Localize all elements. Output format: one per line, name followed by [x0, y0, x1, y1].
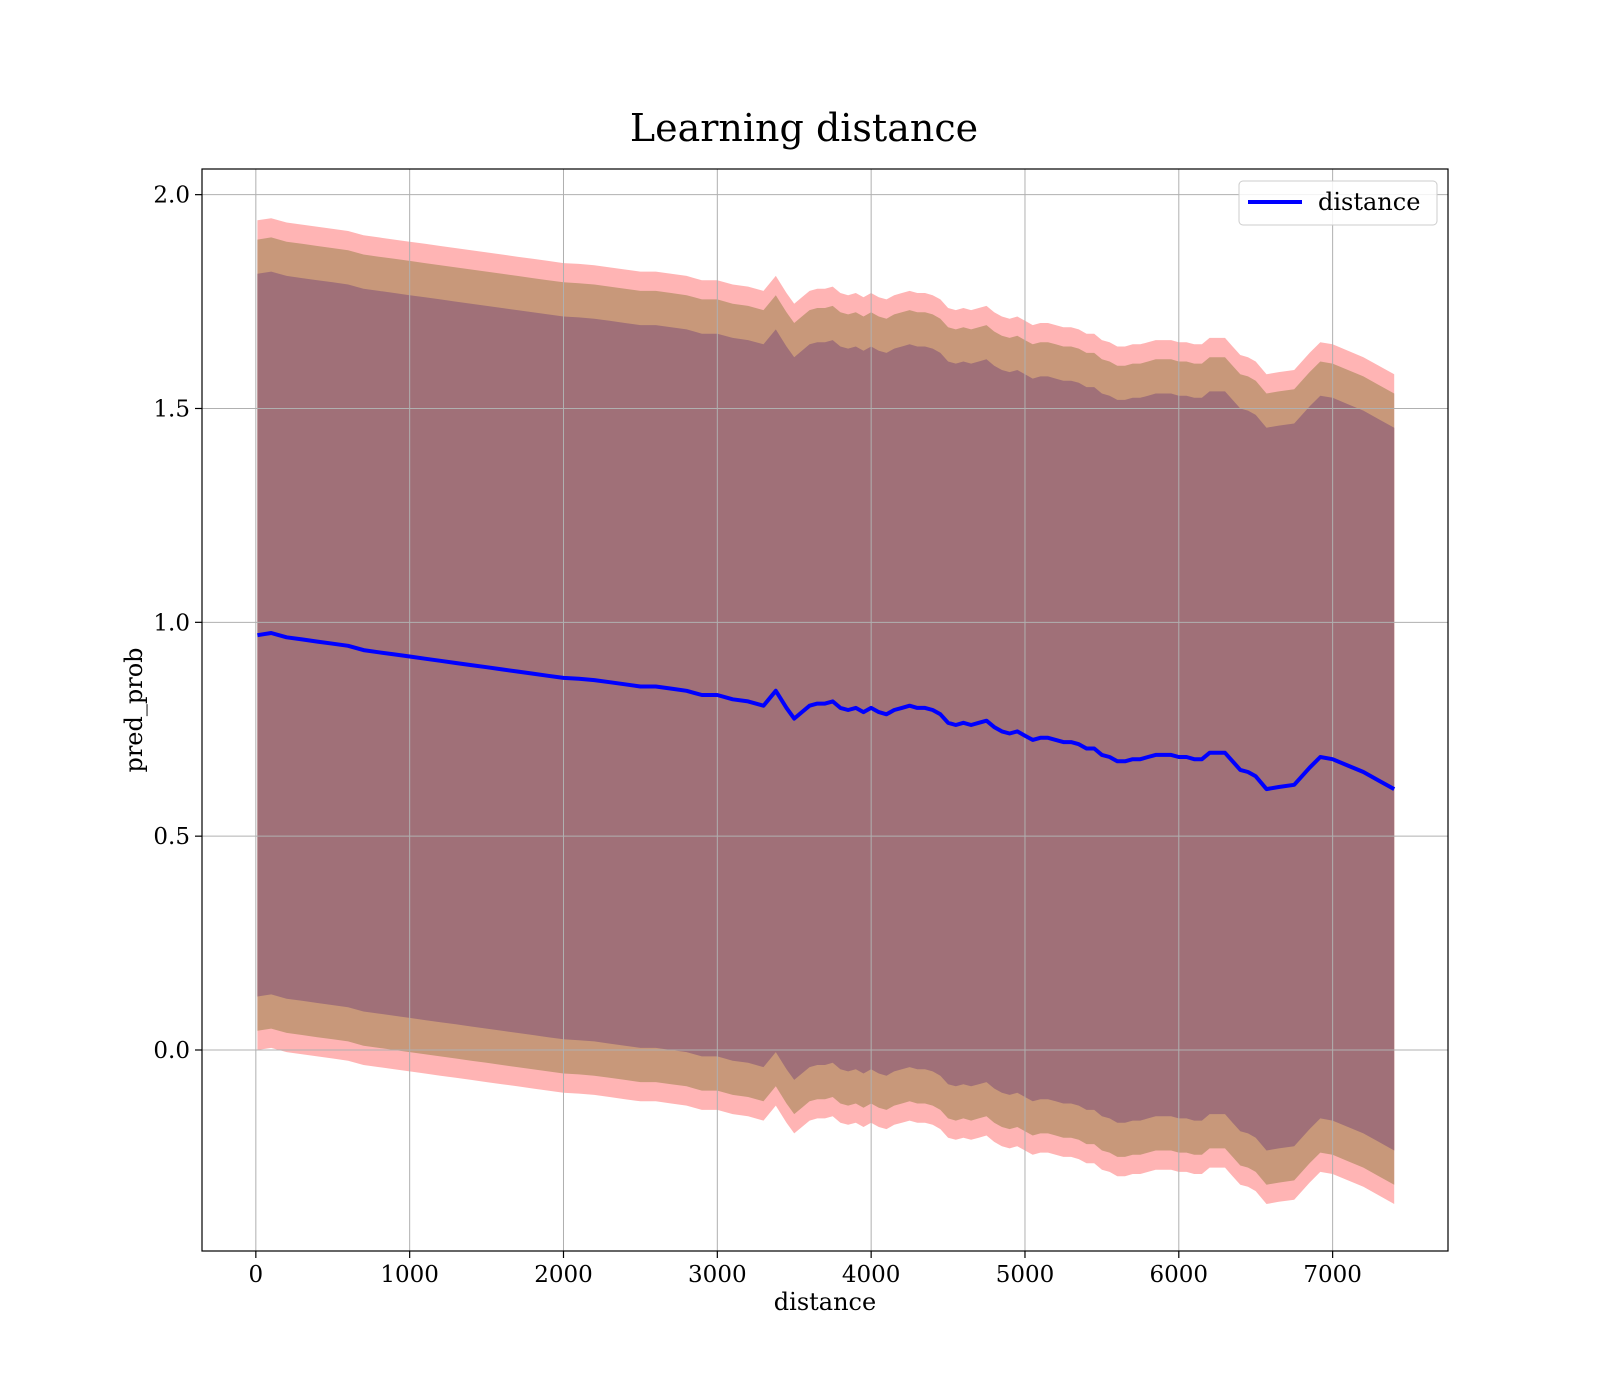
- plot-frame: [201, 168, 1449, 1252]
- y-tick-label-4: 2.0: [153, 183, 190, 209]
- y-axis-label: pred_prob: [120, 647, 148, 772]
- y-tick-label-2: 1.0: [153, 610, 190, 636]
- series-lines: [257, 631, 1396, 792]
- legend: distance: [1238, 180, 1438, 226]
- grid: [202, 169, 1448, 1251]
- y-tick-label-3: 1.5: [153, 396, 190, 422]
- legend-label: distance: [1318, 188, 1420, 216]
- x-tick-label-5: 5000: [996, 1262, 1055, 1288]
- y-tick-label-0: 0.0: [153, 1038, 190, 1064]
- legend-box: [1238, 180, 1438, 226]
- x-tick-label-0: 0: [249, 1262, 264, 1288]
- x-tick-label-2: 2000: [534, 1262, 593, 1288]
- axis-ticks: 0 1000 2000 3000 4000 5000 6000 7000 0.0 0.5 1.0 1.…: [153, 183, 1361, 1288]
- x-tick-label-7: 7000: [1303, 1262, 1362, 1288]
- x-tick-label-3: 3000: [688, 1262, 747, 1288]
- chart-title: Learning distance: [630, 106, 978, 150]
- confidence-band-3: [257, 271, 1395, 1151]
- y-tick-label-1: 0.5: [153, 824, 190, 850]
- x-tick-label-6: 6000: [1150, 1262, 1209, 1288]
- x-tick-label-1: 1000: [380, 1262, 439, 1288]
- x-tick-label-4: 4000: [842, 1262, 901, 1288]
- x-axis-label: distance: [774, 1288, 876, 1316]
- series-line-distance: [257, 631, 1396, 792]
- confidence-bands: [257, 218, 1395, 1204]
